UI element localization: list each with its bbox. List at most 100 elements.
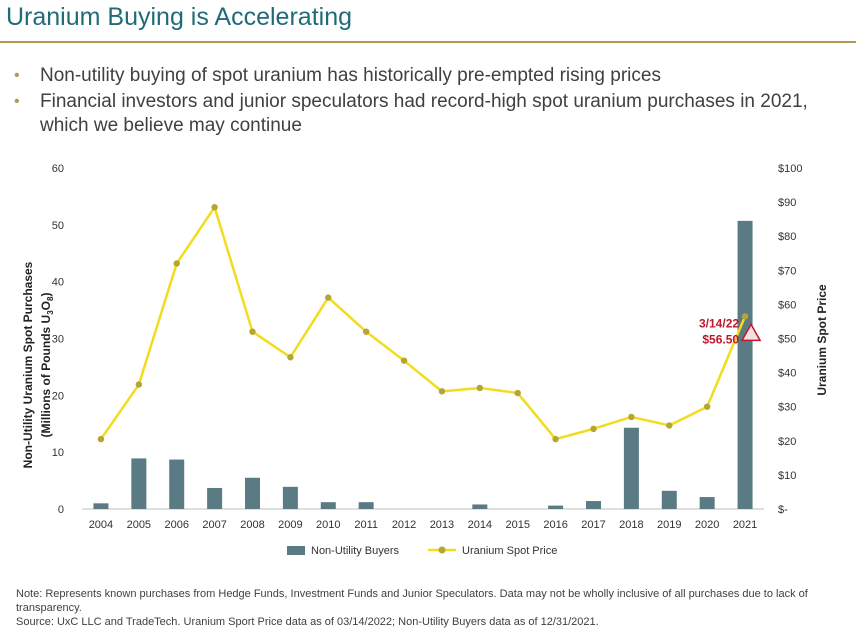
x-tick-label: 2020: [695, 519, 719, 531]
left-axis-sub3: 3: [46, 310, 55, 315]
x-tick-label: 2017: [581, 519, 605, 531]
bar-non-utility-buyers: [169, 459, 185, 509]
left-tick-label: 60: [52, 163, 64, 175]
price-point: [211, 204, 218, 211]
x-tick-label: 2006: [164, 519, 188, 531]
price-point: [400, 357, 408, 364]
bar-non-utility-buyers: [131, 458, 147, 509]
x-tick-label: 2005: [127, 519, 151, 531]
x-tick-label: 2016: [543, 519, 567, 531]
uranium-spot-price-line: [99, 205, 747, 441]
annotation-price: $56.50: [702, 332, 739, 346]
footnote-note: Note: Represents known purchases from He…: [16, 588, 808, 614]
legend: Non-Utility Buyers Uranium Spot Price: [287, 545, 557, 557]
left-tick-label: 20: [52, 390, 64, 402]
price-point: [135, 381, 143, 388]
left-axis-close: ): [39, 293, 53, 297]
left-tick-label: 40: [52, 277, 64, 289]
bullet-text: Financial investors and junior speculato…: [40, 91, 808, 136]
price-point: [97, 435, 105, 443]
left-axis-subtitle: (Millions of Pounds U3O8): [39, 293, 55, 438]
legend-line-marker: [438, 546, 446, 554]
bar-non-utility-buyers: [586, 501, 601, 509]
price-point: [628, 413, 635, 421]
legend-bar-label: Non-Utility Buyers: [311, 545, 400, 557]
right-tick-label: $60: [778, 299, 796, 311]
right-tick-label: $100: [778, 163, 802, 175]
bullet-item: • Financial investors and junior specula…: [14, 90, 844, 138]
price-point: [666, 422, 673, 429]
price-point: [249, 328, 256, 335]
footnote-source: Source: UxC LLC and TradeTech. Uranium S…: [16, 616, 599, 628]
title-divider: [0, 41, 856, 43]
bar-non-utility-buyers: [548, 505, 564, 509]
right-tick-label: $40: [778, 368, 796, 380]
bar-non-utility-buyers: [699, 497, 715, 509]
right-tick-label: $90: [778, 197, 796, 209]
bar-non-utility-buyers: [245, 477, 260, 509]
plot-area: 0 10 20 30 40 50 60 $- $10 $20 $30 $40 $50 $60 $70 $80 $…: [52, 163, 803, 531]
bullet-list: • Non-utility buying of spot uranium has…: [14, 64, 844, 140]
x-tick-label: 2009: [278, 519, 302, 531]
bar-non-utility-buyers: [207, 487, 223, 509]
x-tick-label: 2012: [392, 519, 416, 531]
left-axis-sub8: 8: [46, 296, 55, 301]
x-tick-label: 2008: [240, 519, 264, 531]
right-tick-label: $50: [778, 334, 796, 346]
x-tick-label: 2004: [89, 519, 113, 531]
x-tick-label: 2018: [619, 519, 643, 531]
footnote: Note: Represents known purchases from He…: [16, 587, 836, 629]
x-tick-label: 2014: [468, 519, 492, 531]
left-axis-subtitle-text: (Millions of Pounds U: [39, 315, 53, 438]
bar-non-utility-buyers: [358, 502, 374, 509]
x-tick-label: 2007: [202, 519, 226, 531]
x-tick-label: 2010: [316, 519, 340, 531]
annotation-triangle-icon: [740, 322, 762, 342]
uranium-chart: 0 10 20 30 40 50 60 $- $10 $20 $30 $40 $50 $60 $70 $80 $…: [21, 163, 829, 557]
x-tick-label: 2015: [505, 519, 529, 531]
right-tick-label: $30: [778, 402, 796, 414]
bullet-item: • Non-utility buying of spot uranium has…: [14, 64, 844, 88]
left-axis-O: O: [39, 301, 53, 310]
bar-non-utility-buyers: [93, 503, 109, 509]
legend-line-label: Uranium Spot Price: [462, 545, 557, 557]
price-point: [362, 328, 370, 335]
price-point: [514, 389, 521, 397]
right-tick-label: $20: [778, 436, 796, 448]
x-tick-label: 2011: [354, 519, 378, 531]
legend-bar-swatch: [287, 546, 305, 555]
left-tick-label: 50: [52, 220, 64, 232]
right-tick-label: $-: [778, 504, 788, 516]
left-axis-title-line1: Non-Utility Uranium Spot Purchases: [21, 261, 35, 468]
left-tick-label: 10: [52, 447, 64, 459]
bullet-text: Non-utility buying of spot uranium has h…: [40, 65, 661, 86]
right-axis-title: Uranium Spot Price: [815, 284, 829, 396]
price-point: [552, 435, 559, 443]
price-point: [325, 294, 332, 301]
x-tick-label: 2013: [430, 519, 454, 531]
left-axis-title: Non-Utility Uranium Spot Purchases: [21, 261, 35, 468]
bar-non-utility-buyers: [737, 220, 753, 509]
bar-non-utility-buyers: [320, 502, 336, 509]
bullet-dot-icon: •: [14, 67, 20, 84]
price-point: [173, 260, 180, 267]
price-point: [287, 354, 294, 361]
bullet-dot-icon: •: [14, 93, 20, 110]
x-tick-label: 2019: [657, 519, 681, 531]
x-tick-label: 2021: [733, 519, 757, 531]
price-point: [703, 403, 711, 410]
slide-title: Uranium Buying is Accelerating: [6, 3, 352, 31]
price-point: [741, 313, 749, 320]
price-point: [590, 425, 597, 433]
bar-non-utility-buyers: [623, 427, 639, 509]
annotation-date: 3/14/22: [699, 316, 739, 330]
left-tick-label: 0: [58, 504, 64, 516]
left-tick-label: 30: [52, 334, 64, 346]
price-point: [476, 384, 484, 392]
right-tick-label: $10: [778, 470, 796, 482]
right-tick-label: $70: [778, 265, 796, 277]
bar-non-utility-buyers: [282, 486, 298, 509]
right-tick-label: $80: [778, 231, 796, 243]
bar-non-utility-buyers: [661, 490, 677, 509]
price-point: [438, 388, 446, 395]
